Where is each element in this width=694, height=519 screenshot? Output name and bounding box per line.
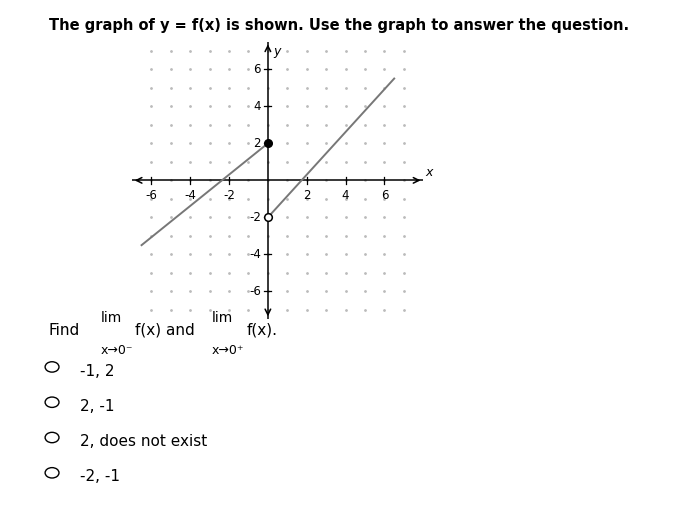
Text: -6: -6	[145, 189, 158, 202]
Text: x→0⁻: x→0⁻	[101, 344, 133, 357]
Text: Find: Find	[49, 323, 80, 338]
Text: f(x).: f(x).	[246, 323, 278, 338]
Text: 2, -1: 2, -1	[80, 399, 115, 414]
Text: x→0⁺: x→0⁺	[212, 344, 244, 357]
Text: y: y	[273, 45, 281, 58]
Text: 6: 6	[381, 189, 388, 202]
Text: 6: 6	[253, 63, 261, 76]
Text: -2: -2	[249, 211, 261, 224]
Text: lim: lim	[212, 311, 233, 325]
Text: -4: -4	[249, 248, 261, 261]
Text: -1, 2: -1, 2	[80, 364, 115, 378]
Text: -4: -4	[184, 189, 196, 202]
Text: The graph of y = f(x) is shown. Use the graph to answer the question.: The graph of y = f(x) is shown. Use the …	[49, 18, 629, 33]
Text: 4: 4	[253, 100, 261, 113]
Text: 2: 2	[303, 189, 310, 202]
Text: -2, -1: -2, -1	[80, 470, 120, 484]
Text: x: x	[425, 167, 432, 180]
Text: f(x) and: f(x) and	[135, 323, 195, 338]
Text: -2: -2	[223, 189, 235, 202]
Text: lim: lim	[101, 311, 122, 325]
Text: 2, does not exist: 2, does not exist	[80, 434, 207, 449]
Text: 2: 2	[253, 137, 261, 150]
Text: 4: 4	[342, 189, 349, 202]
Text: -6: -6	[249, 285, 261, 298]
